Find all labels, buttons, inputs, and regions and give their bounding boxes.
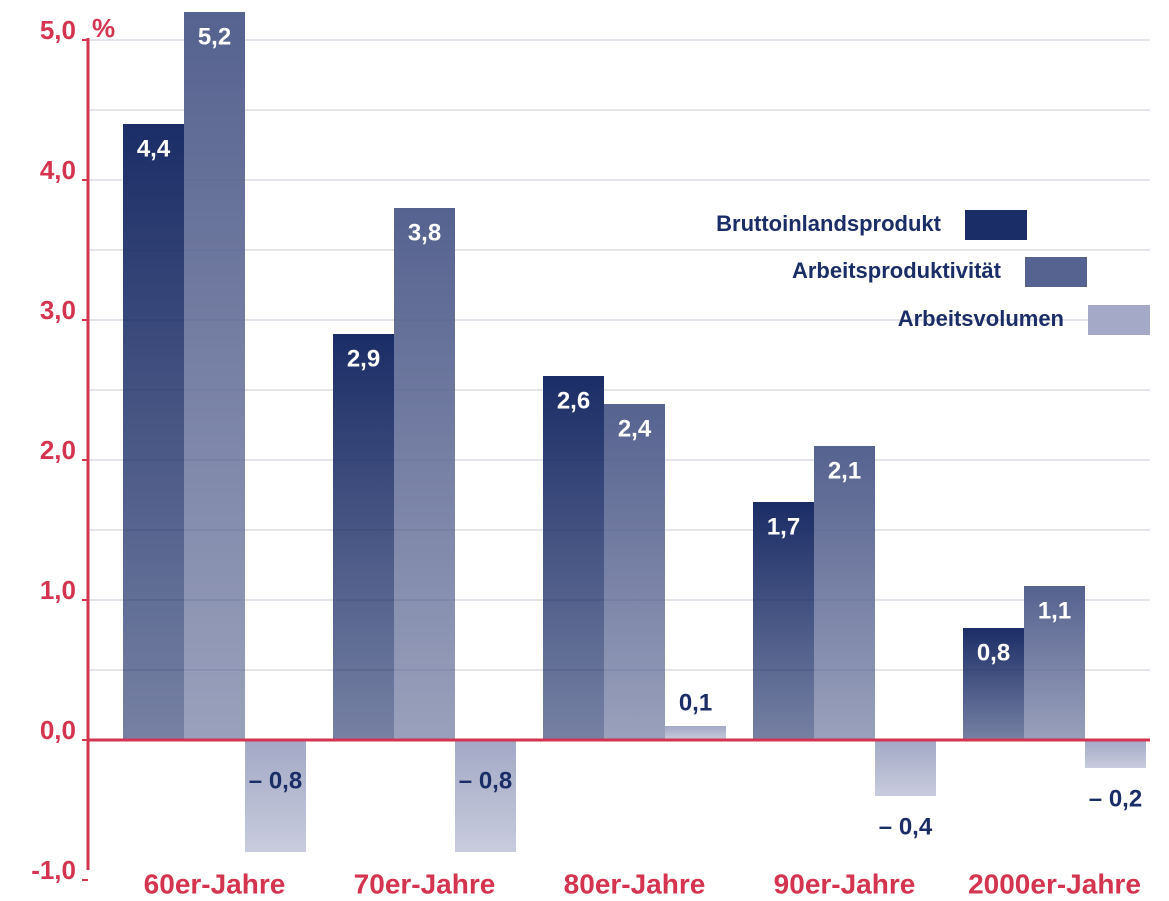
value-label: 0,8 — [977, 639, 1010, 666]
bar — [455, 740, 516, 852]
value-label: 3,8 — [408, 219, 441, 246]
bar — [753, 502, 814, 740]
value-label: 1,1 — [1038, 597, 1071, 624]
legend-swatch — [965, 210, 1027, 240]
x-tick-label: 2000er-Jahre — [968, 868, 1141, 899]
value-label: – 0,4 — [879, 813, 933, 840]
bar — [245, 740, 306, 852]
y-tick-label: -1,0 — [31, 855, 76, 885]
bar — [1024, 586, 1085, 740]
y-tick-label: 1,0 — [40, 575, 76, 605]
bar — [604, 404, 665, 740]
bar — [814, 446, 875, 740]
bar — [123, 124, 184, 740]
legend-swatch — [1088, 305, 1150, 335]
value-label: – 0,8 — [249, 767, 302, 794]
value-label: 2,4 — [618, 415, 652, 442]
value-label: 5,2 — [198, 23, 231, 50]
value-label: 0,1 — [679, 689, 712, 716]
y-tick-label: 0,0 — [40, 715, 76, 745]
value-label: – 0,8 — [459, 767, 512, 794]
y-tick-label: 5,0 — [40, 15, 76, 45]
value-label: 2,1 — [828, 457, 861, 484]
value-label: – 0,2 — [1089, 785, 1142, 812]
value-label: 4,4 — [137, 135, 171, 162]
legend-swatch — [1025, 257, 1087, 287]
y-tick-label: 4,0 — [40, 155, 76, 185]
bar — [1085, 740, 1146, 768]
y-tick-label: 2,0 — [40, 435, 76, 465]
legend-label: Bruttoinlandsprodukt — [716, 211, 942, 236]
value-label: 2,6 — [557, 387, 590, 414]
legend-label: Arbeitsvolumen — [898, 306, 1064, 331]
bar — [875, 740, 936, 796]
x-tick-label: 80er-Jahre — [564, 868, 706, 899]
value-label: 1,7 — [767, 513, 800, 540]
bar — [963, 628, 1024, 740]
bar — [184, 12, 245, 740]
value-label: 2,9 — [347, 345, 380, 372]
bar — [394, 208, 455, 740]
x-tick-label: 60er-Jahre — [144, 868, 286, 899]
x-tick-label: 70er-Jahre — [354, 868, 496, 899]
x-tick-label: 90er-Jahre — [774, 868, 916, 899]
y-tick-label: 3,0 — [40, 295, 76, 325]
bar — [665, 726, 726, 740]
y-unit: % — [92, 13, 115, 43]
legend-label: Arbeitsproduktivität — [792, 258, 1002, 283]
bar — [333, 334, 394, 740]
bar — [543, 376, 604, 740]
